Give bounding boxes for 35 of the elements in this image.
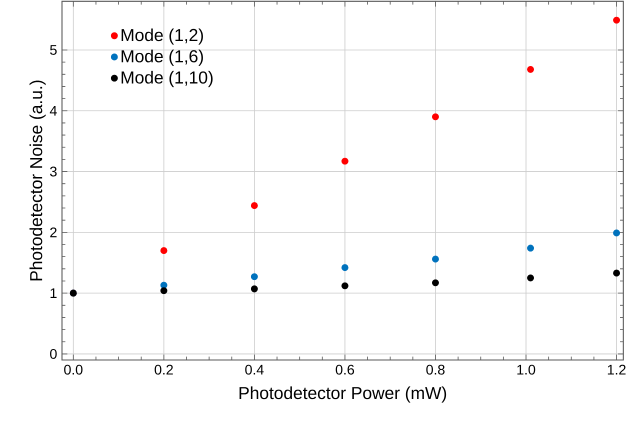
point <box>432 279 439 286</box>
y-axis-title: Photodetector Noise (a.u.) <box>30 80 46 280</box>
y-tick-label: 1 <box>50 288 57 298</box>
point <box>527 274 534 282</box>
point <box>432 256 439 263</box>
point <box>527 244 534 252</box>
point <box>341 158 348 165</box>
x-tick-label: 0.8 <box>426 364 445 375</box>
x-tick-label: 0.0 <box>64 364 82 375</box>
x-axis-title: Photodetector Power (mW) <box>240 386 446 403</box>
legend-label: Mode (1,10) <box>122 70 213 88</box>
x-tick-label: 1.0 <box>517 364 536 375</box>
y-tick-label: 5 <box>50 45 57 55</box>
point <box>250 202 258 210</box>
point <box>250 285 258 292</box>
y-tick-label: 3 <box>50 166 57 177</box>
point <box>160 247 168 254</box>
x-tick-label: 0.4 <box>245 364 264 375</box>
point <box>527 66 534 73</box>
x-tick-label: 1.2 <box>608 364 626 374</box>
point <box>432 113 439 120</box>
y-tick-label: 0 <box>50 348 57 359</box>
point <box>613 229 620 236</box>
x-tick-label: 0.6 <box>336 364 354 375</box>
point <box>250 273 258 280</box>
legend-label: Mode (1,2) <box>122 28 203 45</box>
y-tick-label: 2 <box>50 227 57 238</box>
point <box>160 287 168 294</box>
point <box>613 16 620 24</box>
point <box>613 270 620 277</box>
point <box>341 264 348 272</box>
point <box>341 282 348 290</box>
legend-label: Mode (1,6) <box>122 50 203 66</box>
x-tick-label: 0.2 <box>154 364 173 375</box>
y-tick-label: 4 <box>50 106 57 116</box>
